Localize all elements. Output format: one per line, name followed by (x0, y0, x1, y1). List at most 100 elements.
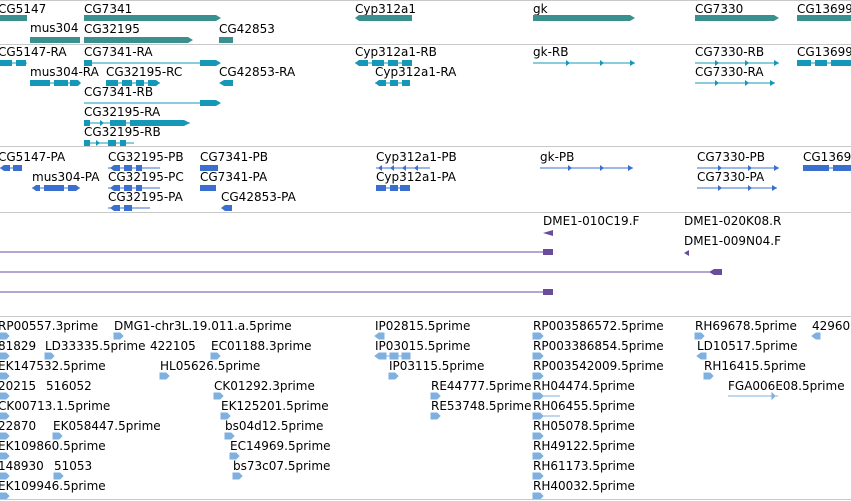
est-glyph[interactable] (532, 372, 544, 380)
est-glyph[interactable] (220, 412, 231, 420)
est-glyph[interactable] (0, 432, 10, 440)
transcript-exon[interactable] (54, 80, 68, 86)
gene-glyph[interactable] (355, 15, 412, 21)
transcript-exon[interactable] (130, 120, 190, 126)
protein-exon[interactable] (628, 165, 633, 171)
gene-glyph[interactable] (533, 15, 635, 21)
est-glyph[interactable] (0, 412, 10, 420)
est-glyph[interactable] (0, 452, 10, 460)
transcript-exon[interactable] (200, 60, 221, 66)
est-glyph[interactable] (532, 452, 544, 460)
est-glyph[interactable] (113, 332, 124, 340)
est-glyph[interactable] (224, 432, 235, 440)
protein-exon[interactable] (0, 165, 10, 171)
est-glyph[interactable] (52, 432, 63, 440)
est-glyph[interactable] (0, 472, 10, 480)
est-glyph[interactable] (0, 332, 10, 340)
transcript-exon[interactable] (797, 60, 811, 66)
protein-exon[interactable] (110, 185, 120, 191)
transcript-exon[interactable] (774, 60, 779, 66)
est-glyph[interactable] (53, 472, 64, 480)
transcript-exon[interactable] (815, 60, 827, 66)
clone-read-glyph[interactable] (684, 250, 689, 256)
transcript-exon[interactable] (108, 140, 116, 146)
est-glyph[interactable] (532, 472, 544, 480)
transcript-exon[interactable] (0, 60, 12, 66)
est-glyph[interactable] (771, 391, 776, 401)
protein-exon[interactable] (124, 185, 132, 191)
est-glyph[interactable] (0, 352, 10, 360)
gene-glyph[interactable] (0, 15, 27, 21)
transcript-exon[interactable] (375, 80, 386, 86)
est-glyph[interactable] (0, 492, 10, 499)
transcript-exon[interactable] (84, 140, 90, 146)
protein-exon[interactable] (136, 165, 142, 171)
transcript-exon[interactable] (70, 80, 81, 86)
gene-glyph[interactable] (219, 37, 233, 43)
est-glyph[interactable] (159, 372, 170, 380)
est-glyph[interactable] (0, 372, 10, 380)
transcript-exon[interactable] (770, 80, 775, 86)
transcript-exon[interactable] (402, 80, 410, 86)
gene-glyph[interactable] (84, 37, 193, 43)
est-glyph[interactable] (210, 352, 221, 360)
protein-exon[interactable] (32, 185, 40, 191)
protein-exon[interactable] (774, 165, 779, 171)
protein-exon[interactable] (110, 205, 120, 211)
est-glyph[interactable] (532, 492, 544, 499)
protein-exon[interactable] (124, 165, 132, 171)
clone-read-glyph[interactable] (543, 230, 553, 236)
protein-exon[interactable] (803, 165, 829, 171)
transcript-exon[interactable] (200, 100, 221, 106)
transcript-exon[interactable] (30, 80, 50, 86)
est-glyph[interactable] (811, 332, 821, 340)
est-glyph[interactable] (532, 332, 544, 340)
est-glyph[interactable] (532, 412, 544, 420)
est-glyph[interactable] (232, 472, 243, 480)
est-glyph[interactable] (532, 392, 544, 400)
protein-exon[interactable] (376, 185, 386, 191)
est-glyph[interactable] (532, 352, 544, 360)
est-glyph[interactable] (374, 332, 385, 340)
est-glyph[interactable] (532, 432, 544, 440)
transcript-exon[interactable] (120, 140, 126, 146)
transcript-exon[interactable] (831, 60, 851, 66)
transcript-exon[interactable] (219, 80, 233, 86)
est-glyph[interactable] (374, 352, 387, 360)
protein-exon[interactable] (68, 185, 80, 191)
transcript-exon[interactable] (136, 80, 144, 86)
transcript-exon[interactable] (106, 80, 118, 86)
transcript-exon[interactable] (402, 60, 412, 66)
clone-read-glyph[interactable] (543, 249, 553, 255)
est-glyph[interactable] (0, 392, 10, 400)
gene-glyph[interactable] (797, 15, 851, 21)
protein-exon[interactable] (400, 185, 410, 191)
protein-exon[interactable] (221, 205, 232, 211)
transcript-exon[interactable] (16, 60, 26, 66)
clone-read-glyph[interactable] (709, 269, 722, 275)
est-glyph[interactable] (388, 372, 399, 380)
est-glyph[interactable] (696, 352, 707, 360)
transcript-exon[interactable] (84, 120, 90, 126)
transcript-exon[interactable] (372, 60, 384, 66)
transcript-exon[interactable] (84, 60, 92, 66)
transcript-exon[interactable] (355, 60, 368, 66)
protein-exon[interactable] (110, 165, 120, 171)
protein-exon[interactable] (772, 185, 777, 191)
protein-exon[interactable] (13, 165, 22, 171)
est-glyph[interactable] (430, 392, 441, 400)
protein-exon[interactable] (200, 185, 216, 191)
transcript-exon[interactable] (122, 80, 132, 86)
gene-glyph[interactable] (30, 37, 80, 43)
transcript-exon[interactable] (390, 80, 398, 86)
protein-exon[interactable] (200, 165, 218, 171)
transcript-exon[interactable] (630, 60, 635, 66)
est-glyph[interactable] (703, 372, 714, 380)
protein-exon[interactable] (833, 165, 851, 171)
protein-exon[interactable] (124, 205, 132, 211)
gene-glyph[interactable] (84, 15, 221, 21)
est-glyph[interactable] (229, 452, 240, 460)
est-glyph[interactable] (694, 332, 705, 340)
clone-read-glyph[interactable] (543, 289, 553, 295)
est-glyph[interactable] (430, 412, 441, 420)
